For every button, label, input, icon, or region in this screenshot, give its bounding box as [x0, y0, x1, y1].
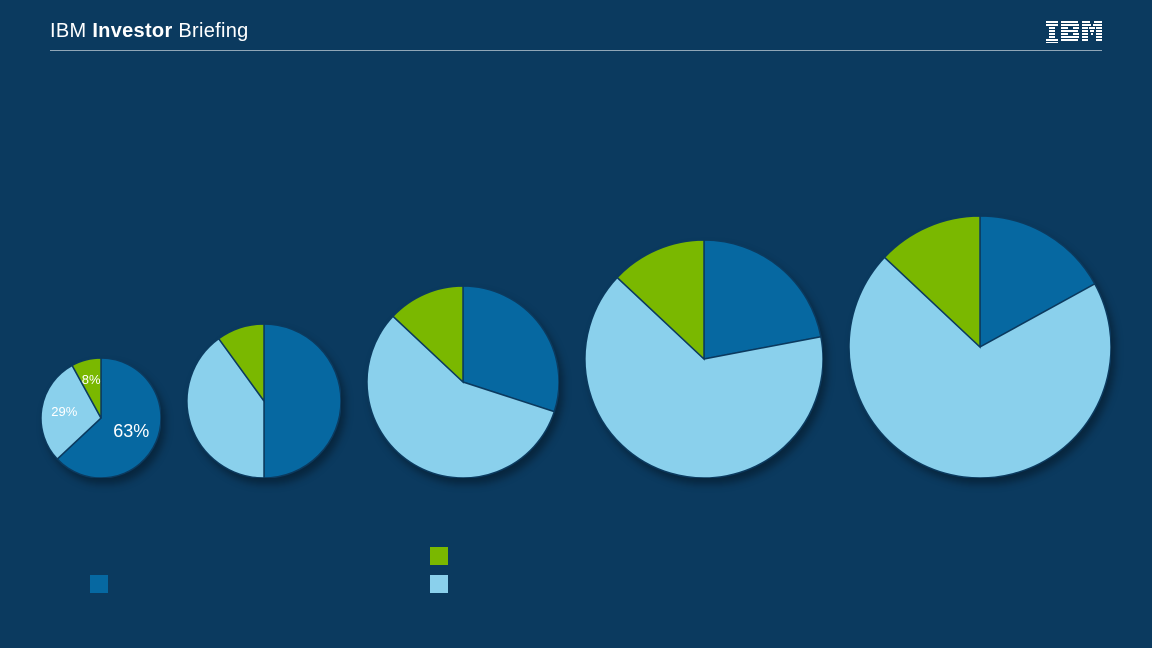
legend-group: [430, 547, 460, 593]
slide-header: IBM Investor Briefing: [50, 20, 1102, 43]
header-title-suffix: Briefing: [178, 20, 248, 42]
legend-swatch: [90, 575, 108, 593]
slide: IBM Investor Briefing: [0, 0, 1152, 648]
ibm-logo-icon: [1046, 21, 1102, 43]
legend-swatch: [430, 547, 448, 565]
legend-swatch: [430, 575, 448, 593]
pie-chart: [187, 324, 341, 478]
header-title: IBM Investor Briefing: [50, 20, 249, 43]
pie-chart: [849, 216, 1111, 478]
legend-item: [430, 547, 460, 565]
legend-item: [430, 575, 460, 593]
pie-chart-row: 63%29%8%: [0, 216, 1152, 478]
legend-group: [90, 575, 120, 593]
header-rule: [50, 50, 1102, 51]
legend-item: [90, 575, 120, 593]
pie-chart: 63%29%8%: [41, 358, 161, 478]
pie-chart: [585, 240, 823, 478]
header-title-prefix: IBM: [50, 20, 86, 42]
header-title-bold: Investor: [92, 20, 172, 42]
pie-slice: [264, 324, 341, 478]
pie-chart: [367, 286, 559, 478]
